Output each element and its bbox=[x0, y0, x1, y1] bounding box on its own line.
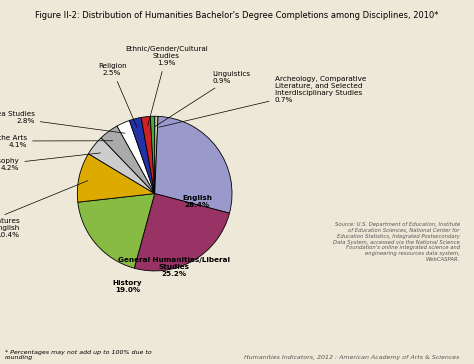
Text: Religion
2.5%: Religion 2.5% bbox=[98, 63, 137, 127]
Wedge shape bbox=[134, 194, 229, 271]
Wedge shape bbox=[78, 194, 155, 268]
Text: Philosophy
4.2%: Philosophy 4.2% bbox=[0, 153, 100, 171]
Text: Area Studies
2.8%: Area Studies 2.8% bbox=[0, 111, 125, 133]
Wedge shape bbox=[101, 126, 155, 194]
Text: * Percentages may not add up to 100% due to
rounding: * Percentages may not add up to 100% due… bbox=[5, 349, 152, 360]
Wedge shape bbox=[155, 116, 158, 194]
Wedge shape bbox=[129, 118, 155, 194]
Text: Archeology, Comparative
Literature, and Selected
Interdisciplinary Studies
0.7%: Archeology, Comparative Literature, and … bbox=[159, 76, 366, 127]
Text: Linguistics
0.9%: Linguistics 0.9% bbox=[155, 71, 251, 126]
Text: General Humanities/Liberal
Studies
25.2%: General Humanities/Liberal Studies 25.2% bbox=[118, 257, 230, 277]
Wedge shape bbox=[88, 138, 155, 194]
Text: History
19.0%: History 19.0% bbox=[113, 280, 142, 293]
Wedge shape bbox=[141, 116, 155, 194]
Text: Figure II-2: Distribution of Humanities Bachelor's Degree Completions among Disc: Figure II-2: Distribution of Humanities … bbox=[35, 11, 439, 20]
Text: Languages and Literatures
Other than English
10.4%: Languages and Literatures Other than Eng… bbox=[0, 181, 88, 238]
Wedge shape bbox=[150, 116, 155, 194]
Text: Study of the Arts
4.1%: Study of the Arts 4.1% bbox=[0, 135, 113, 147]
Wedge shape bbox=[117, 120, 155, 194]
Text: Ethnic/Gender/Cultural
Studies
1.9%: Ethnic/Gender/Cultural Studies 1.9% bbox=[125, 46, 208, 126]
Text: English
28.4%: English 28.4% bbox=[182, 195, 212, 208]
Wedge shape bbox=[155, 116, 232, 213]
Text: Humanities Indicators, 2012 : American Academy of Arts & Sciences: Humanities Indicators, 2012 : American A… bbox=[245, 355, 460, 360]
Text: Source: U.S. Department of Education, Institute
of Education Sciences, National : Source: U.S. Department of Education, In… bbox=[333, 222, 460, 262]
Wedge shape bbox=[77, 154, 155, 202]
